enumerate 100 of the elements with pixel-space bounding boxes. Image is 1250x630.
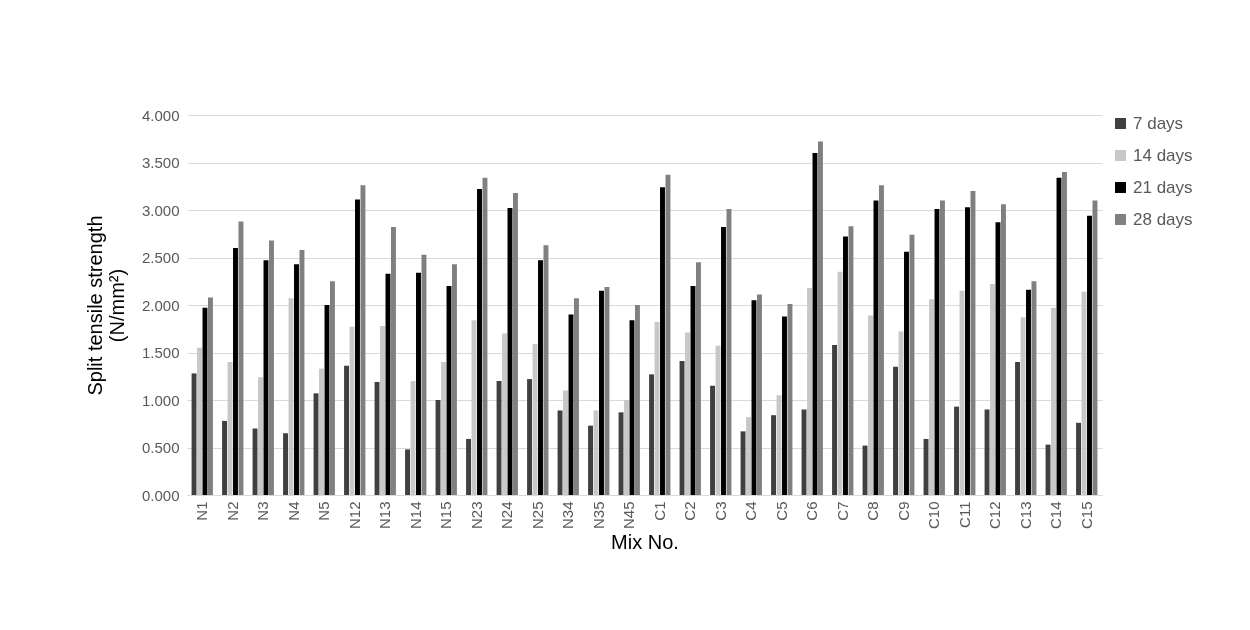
x-tick-label: C12 [986, 501, 1004, 530]
bar [283, 433, 288, 495]
bar [374, 381, 380, 495]
x-tick-label: C14 [1047, 501, 1065, 530]
x-tick-label: C4 [742, 501, 760, 521]
bar [904, 251, 909, 495]
bar [970, 191, 976, 495]
bar [477, 189, 482, 495]
bar [466, 438, 471, 495]
bar [940, 200, 945, 495]
bar [771, 415, 776, 495]
bar [441, 362, 446, 495]
x-tick-label: N3 [254, 501, 272, 521]
x-tick-label: N35 [589, 501, 607, 530]
bar [1087, 215, 1092, 495]
bar [879, 185, 884, 495]
x-tick-label: N15 [437, 501, 455, 530]
bar [757, 294, 762, 495]
bar [665, 174, 671, 495]
bar [635, 305, 640, 495]
x-tick-label: N45 [620, 501, 638, 530]
x-tick-label: C7 [833, 501, 851, 521]
x-axis-title: Mix No. [611, 531, 679, 554]
bar [380, 325, 385, 495]
bar [258, 377, 263, 495]
bar [330, 281, 335, 495]
bar [746, 417, 751, 495]
y-tick-label: 0.500 [141, 439, 180, 456]
bar [848, 226, 854, 495]
bar [782, 316, 787, 495]
bar [543, 245, 549, 495]
y-tick-label: 0.000 [141, 486, 180, 504]
bar [660, 187, 665, 495]
bar [618, 412, 624, 495]
bar [344, 365, 349, 495]
bar [801, 409, 807, 495]
bar [502, 333, 507, 495]
bar [313, 393, 319, 495]
bar [355, 199, 360, 495]
bar [599, 290, 604, 495]
bar [538, 260, 543, 495]
bar [696, 262, 701, 495]
bar [710, 385, 715, 495]
bar [557, 410, 563, 495]
x-tick-label: C15 [1077, 501, 1095, 530]
x-tick-label: C5 [772, 501, 790, 521]
bar [726, 209, 732, 495]
x-tick-label: C9 [894, 501, 912, 521]
bar [649, 374, 654, 495]
bar [1051, 307, 1056, 495]
bar [1001, 204, 1006, 495]
bar [238, 221, 244, 495]
y-axis-title: Split tensile strength (N/mm²) [83, 215, 128, 396]
x-tick-label: N12 [345, 501, 363, 530]
bar [588, 425, 593, 495]
bar [862, 445, 868, 495]
x-tick-label: C11 [955, 501, 973, 528]
bar [252, 428, 258, 495]
bar [416, 272, 421, 495]
x-tick-label: C2 [681, 501, 699, 521]
x-tick-label: C6 [803, 501, 821, 521]
bar [1026, 289, 1031, 495]
x-tick-label: N1 [193, 501, 211, 521]
legend-label: 28 days [1133, 209, 1193, 229]
bar [818, 141, 823, 495]
bar [721, 227, 726, 495]
bar [527, 379, 532, 495]
bar [191, 373, 197, 495]
x-tick-label: N13 [376, 501, 394, 530]
bar [233, 248, 238, 495]
x-tick-label: N4 [284, 501, 302, 521]
x-tick-label: N34 [559, 501, 577, 530]
y-tick-label: 1.000 [141, 391, 180, 409]
bar [1076, 422, 1081, 495]
x-tick-label: C13 [1016, 501, 1034, 530]
bar [197, 347, 202, 495]
bar [954, 406, 959, 495]
bar [929, 299, 934, 495]
bar [893, 366, 898, 495]
x-tick-label: N14 [406, 501, 424, 530]
bar [807, 287, 812, 495]
y-tick-label: 3.500 [141, 154, 180, 171]
x-tick-label: C10 [925, 501, 943, 530]
bar [496, 381, 502, 495]
bar [208, 297, 213, 495]
bar [405, 449, 410, 495]
legend-label: 14 days [1133, 145, 1193, 165]
x-tick-label: C1 [650, 501, 668, 521]
bar [563, 390, 568, 495]
bar [1031, 281, 1037, 495]
y-tick-label: 2.000 [141, 296, 180, 314]
bar [909, 234, 915, 495]
y-tick-label: 2.500 [141, 249, 180, 266]
bar [299, 249, 305, 495]
bar [269, 240, 274, 495]
bar [482, 177, 488, 495]
bar [843, 236, 848, 495]
bar [452, 264, 457, 495]
y-tick-label: 4.000 [141, 106, 180, 124]
bar [679, 361, 685, 495]
